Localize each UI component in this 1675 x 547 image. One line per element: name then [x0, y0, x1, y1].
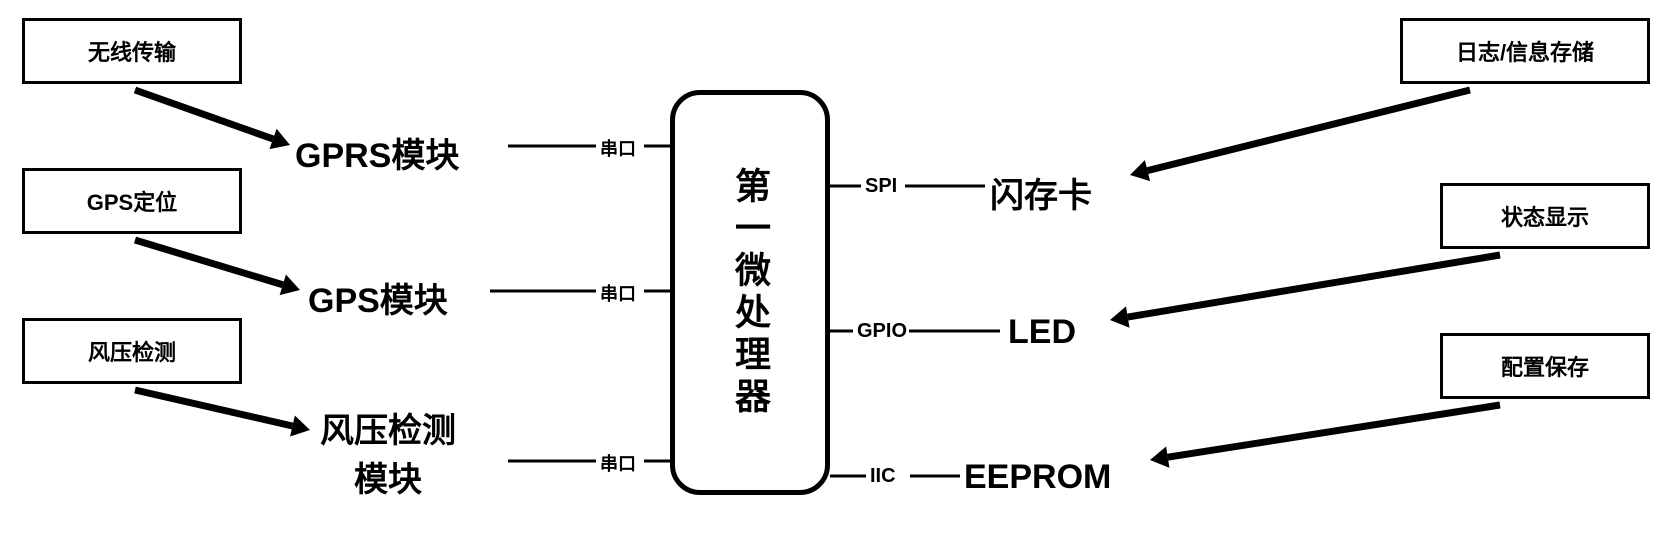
right-box-1: 状态显示 — [1440, 183, 1650, 249]
left-box-2-text: 风压检测 — [88, 335, 176, 367]
microprocessor-label: 第一微处理器 — [724, 167, 776, 419]
microprocessor-box: 第一微处理器 — [670, 90, 830, 495]
right-port-0: SPI — [865, 175, 897, 198]
left-module-2: 风压检测模块 — [320, 403, 456, 501]
left-box-2: 风压检测 — [22, 318, 242, 384]
right-box-0: 日志/信息存储 — [1400, 18, 1650, 84]
right-module-2: EEPROM — [964, 458, 1111, 497]
right-box-0-text: 日志/信息存储 — [1456, 35, 1594, 67]
right-port-2: IIC — [870, 465, 896, 488]
left-box-0: 无线传输 — [22, 18, 242, 84]
right-box-2-text: 配置保存 — [1501, 350, 1589, 382]
left-box-0-text: 无线传输 — [88, 35, 176, 67]
right-port-1: GPIO — [857, 320, 907, 343]
right-module-1: LED — [1008, 313, 1076, 352]
left-box-1-text: GPS定位 — [87, 185, 177, 217]
left-port-2: 串口 — [600, 450, 636, 476]
left-box-1: GPS定位 — [22, 168, 242, 234]
left-port-0: 串口 — [600, 135, 636, 161]
left-module-0: GPRS模块 — [295, 128, 459, 177]
right-box-1-text: 状态显示 — [1501, 200, 1589, 232]
right-box-2: 配置保存 — [1440, 333, 1650, 399]
left-module-1: GPS模块 — [308, 273, 448, 322]
right-module-0: 闪存卡 — [990, 168, 1092, 217]
left-port-1: 串口 — [600, 280, 636, 306]
